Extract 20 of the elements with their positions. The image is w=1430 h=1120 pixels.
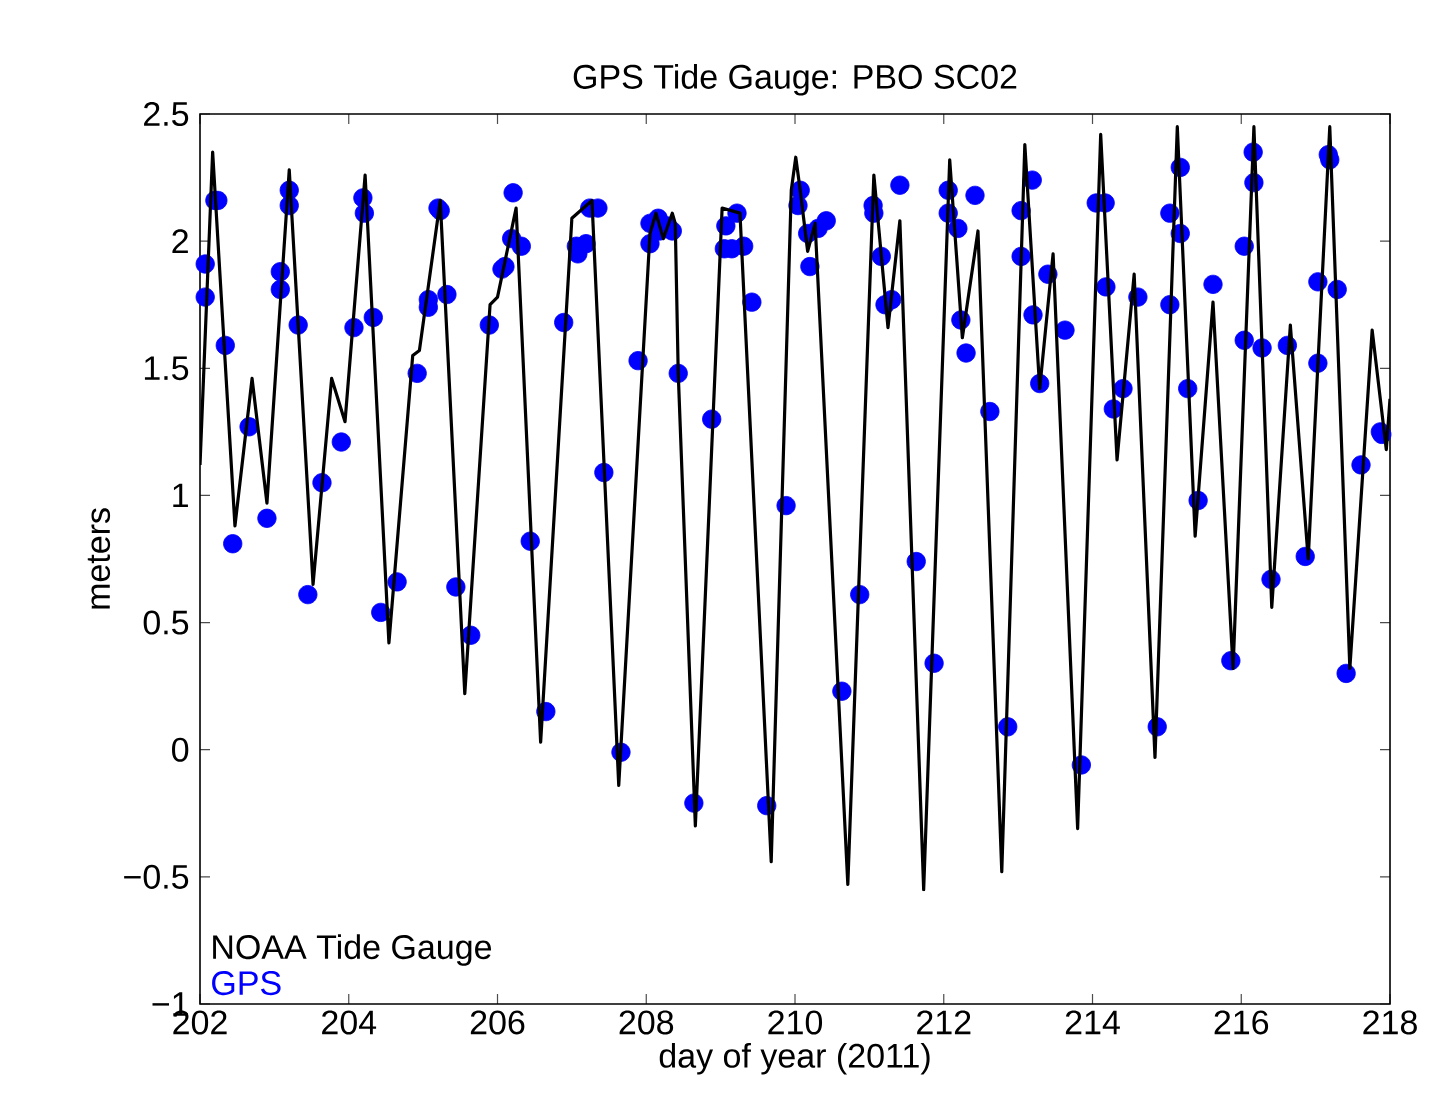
x-tick-label: 210 <box>768 1010 823 1035</box>
y-tick-label: 0 <box>172 737 189 762</box>
text: GPS <box>212 971 281 996</box>
x-axis-title: day of year (2011) <box>659 1042 930 1075</box>
y-tick-label: 1.5 <box>144 356 189 381</box>
y-tick-label: 2.5 <box>144 101 189 127</box>
text: NOAA Tide Gauge <box>213 934 492 966</box>
y-tick-label: 0.5 <box>143 610 189 635</box>
x-tick-label: 218 <box>1363 1010 1417 1035</box>
y-tick-label: −0.5 <box>124 864 189 889</box>
x-tick-label: 214 <box>1065 1010 1120 1035</box>
x-tick-label: 212 <box>917 1010 971 1035</box>
chart-title: GPS Tide Gauge: PBO SC02 <box>573 63 1017 96</box>
y-tick-label: 1 <box>173 483 188 508</box>
x-tick-label: 206 <box>470 1010 525 1035</box>
x-tick-label: 208 <box>619 1010 674 1035</box>
y-tick-label: 2 <box>172 229 188 254</box>
x-tick-label: 204 <box>322 1010 377 1035</box>
y-axis-title: meters <box>87 508 111 609</box>
x-tick-label: 216 <box>1214 1010 1269 1035</box>
